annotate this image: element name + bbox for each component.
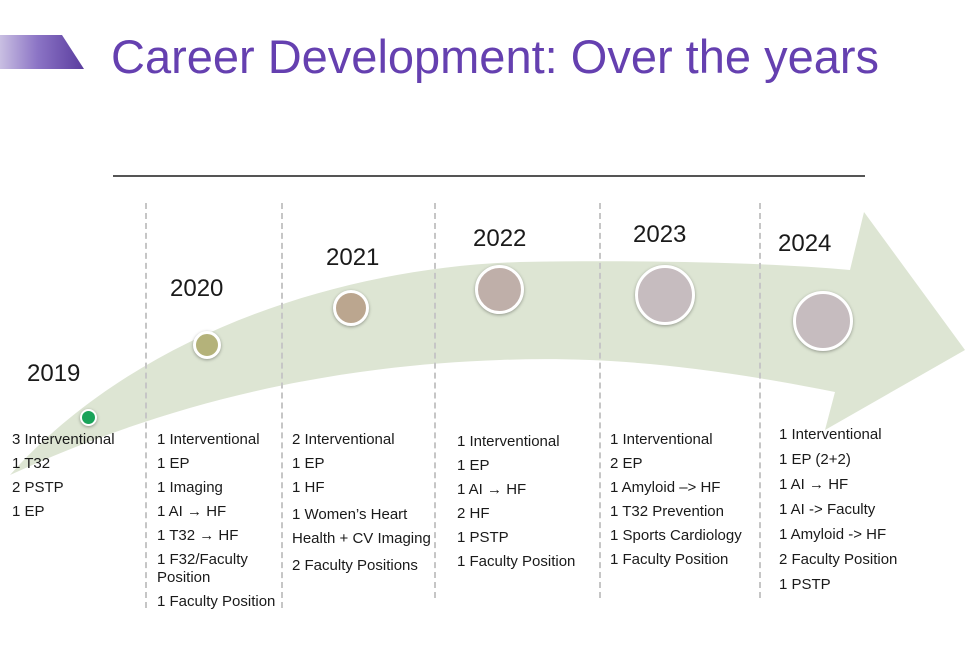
year-items-2022: 1 Interventional 1 EP 1 AI → HF 2 HF 1 P…	[457, 433, 597, 571]
list-item: 2 EP	[610, 455, 643, 472]
milestone-dot-2021	[333, 290, 369, 326]
list-item: 1 AI -> Faculty	[779, 501, 876, 518]
list-item: 1 AI → HF	[779, 476, 849, 493]
milestone-dot-2023	[635, 265, 695, 325]
list-item: 1 Women’s Heart Health + CV Imaging	[292, 506, 431, 547]
list-item: 1 Interventional	[157, 431, 260, 448]
milestone-dot-2020	[193, 331, 221, 359]
list-item: 1 AI → HF	[457, 481, 527, 498]
column-divider	[759, 203, 761, 598]
year-label-2021: 2021	[326, 244, 380, 271]
column-divider	[281, 203, 283, 608]
list-item: 1 Faculty Position	[157, 593, 276, 610]
list-item: 1 Interventional	[610, 431, 713, 448]
list-item: 1 Interventional	[779, 426, 882, 443]
list-item: 1 EP	[157, 455, 190, 472]
list-item: 1 F32/Faculty Position	[157, 551, 248, 586]
list-item: 2 Faculty Position	[779, 551, 898, 568]
list-item: 1 T32 Prevention	[610, 503, 724, 520]
title-rule	[113, 175, 865, 177]
list-item: 1 Faculty Position	[610, 551, 729, 568]
list-item: 2 HF	[457, 505, 490, 522]
list-item: 2 PSTP	[12, 479, 64, 496]
list-item: 1 T32 → HF	[157, 527, 239, 544]
year-items-2021: 2 Interventional 1 EP 1 HF 1 Women’s Hea…	[292, 431, 432, 575]
list-item: 2 Interventional	[292, 431, 395, 448]
milestone-dot-2022	[475, 265, 524, 314]
list-item: 1 EP	[292, 455, 325, 472]
milestone-dot-2024	[793, 291, 853, 351]
year-label-2022: 2022	[473, 225, 527, 252]
column-divider	[434, 203, 436, 598]
column-divider	[599, 203, 601, 598]
list-item: 1 PSTP	[457, 529, 509, 546]
list-item: 1 EP	[457, 457, 490, 474]
year-label-2023: 2023	[633, 221, 687, 248]
list-item: 1 EP (2+2)	[779, 451, 851, 468]
list-item: 1 HF	[292, 479, 325, 496]
column-divider	[145, 203, 147, 608]
year-label-2019: 2019	[27, 360, 81, 387]
year-items-2020: 1 Interventional 1 EP 1 Imaging 1 AI → H…	[157, 431, 279, 611]
list-item: 1 PSTP	[779, 576, 831, 593]
year-items-2023: 1 Interventional 2 EP 1 Amyloid –> HF 1 …	[610, 431, 758, 569]
list-item: 1 EP	[12, 503, 45, 520]
year-items-2024: 1 Interventional 1 EP (2+2) 1 AI → HF 1 …	[779, 426, 939, 594]
list-item: 1 Amyloid –> HF	[610, 479, 721, 496]
list-item: 2 Faculty Positions	[292, 557, 418, 574]
list-item: 1 Interventional	[457, 433, 560, 450]
list-item: 1 Sports Cardiology	[610, 527, 742, 544]
list-item: 1 Faculty Position	[457, 553, 576, 570]
list-item: 1 Imaging	[157, 479, 223, 496]
list-item: 1 T32	[12, 455, 51, 472]
milestone-dot-2019	[80, 409, 97, 426]
list-item: 3 Interventional	[12, 431, 115, 448]
slide-title: Career Development: Over the years	[111, 30, 879, 83]
year-label-2020: 2020	[170, 275, 224, 302]
timeline-arrow-shape	[10, 212, 965, 475]
list-item: 1 Amyloid -> HF	[779, 526, 887, 543]
year-label-2024: 2024	[778, 230, 832, 257]
list-item: 1 AI → HF	[157, 503, 227, 520]
year-items-2019: 3 Interventional 1 T32 2 PSTP 1 EP	[12, 431, 140, 521]
